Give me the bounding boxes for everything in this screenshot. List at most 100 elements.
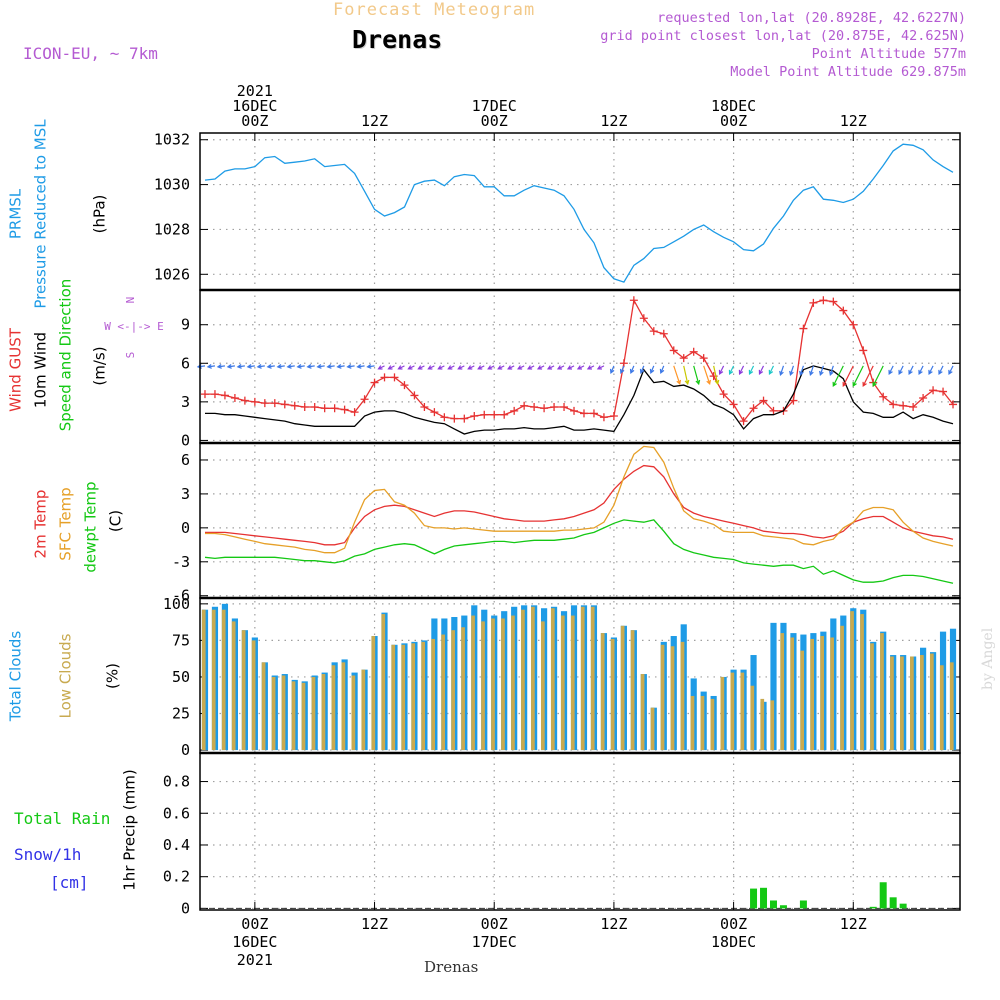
temp-sfc-label: SFC Temp — [57, 487, 75, 560]
gust-marker — [370, 378, 379, 387]
rain-bar — [760, 887, 768, 909]
low-cloud-bar — [521, 609, 525, 751]
low-cloud-bar — [560, 615, 565, 751]
top-axis-label: 00Z — [241, 112, 268, 130]
low-cloud-bar — [910, 656, 914, 751]
low-cloud-bar — [640, 674, 645, 751]
total-cloud-bar — [770, 622, 777, 751]
wind-direction-arrow — [649, 365, 655, 375]
wind-unit-label: (m/s) — [91, 346, 109, 385]
gust-marker — [679, 354, 688, 363]
low-cloud-bar — [900, 656, 904, 751]
wind-direction-arrow — [609, 365, 615, 375]
gust-marker — [699, 354, 708, 363]
gust-marker — [270, 399, 279, 408]
low-cloud-bar — [271, 676, 276, 751]
low-cloud-bar — [341, 662, 346, 751]
wind-direction-arrow — [546, 365, 555, 370]
bottom-axis-label: 12Z — [361, 915, 388, 933]
rain-bar — [869, 906, 877, 909]
y-tick-label: 9 — [181, 316, 190, 334]
wind-direction-arrow — [852, 365, 864, 387]
series-line-sfc-temp — [205, 445, 954, 554]
gust-marker — [879, 392, 888, 401]
wind-direction-arrow — [703, 365, 711, 386]
wind-direction-arrow — [586, 365, 595, 370]
wind-direction-arrow — [556, 365, 565, 370]
bottom-axis-label: 18DEC — [711, 933, 756, 951]
gust-marker — [460, 414, 469, 423]
wind-direction-arrow — [346, 363, 355, 369]
low-cloud-bar — [610, 638, 615, 751]
top-axis-label: 18DEC — [711, 97, 756, 115]
top-axis-label: 16DEC — [232, 97, 277, 115]
low-cloud-bar — [740, 672, 745, 751]
wind-direction-arrow — [296, 363, 305, 369]
pressure-label-prmsl: PRMSL — [7, 188, 25, 239]
rain-bar — [750, 888, 758, 909]
pressure-label-unit: (hPa) — [91, 195, 109, 234]
wind-direction-arrow — [779, 365, 785, 377]
gust-marker — [599, 413, 608, 422]
wind-direction-arrow — [842, 365, 854, 387]
wind-direction-arrow — [738, 365, 745, 375]
gust-marker — [579, 409, 588, 418]
low-cloud-bar — [880, 633, 884, 751]
wind-direction-arrow — [477, 365, 485, 370]
gust-marker — [360, 395, 369, 404]
gust-marker — [290, 401, 299, 410]
gust-marker — [530, 403, 539, 411]
wind-direction-arrow — [693, 365, 701, 386]
total-rain-label: Total Rain — [14, 809, 110, 828]
low-cloud-bar — [241, 630, 246, 751]
wind-direction-arrow — [487, 365, 495, 370]
bottom-axis-label: 12Z — [840, 915, 867, 933]
low-cloud-bar — [351, 675, 356, 751]
wind-direction-arrow — [683, 365, 690, 386]
wind-direction-arrow — [832, 365, 844, 387]
temp-dewpt-label: dewpt Temp — [82, 481, 100, 572]
low-cloud-bar — [471, 615, 475, 751]
low-cloud-bar — [421, 641, 426, 751]
wind-direction-arrow — [507, 365, 515, 370]
gust-marker — [410, 391, 419, 400]
y-tick-label: 0 — [181, 519, 190, 537]
top-axis-label: 00Z — [481, 112, 508, 130]
gust-marker — [639, 314, 648, 323]
gust-marker — [220, 391, 229, 400]
wind-direction-arrow — [196, 363, 206, 369]
y-tick-label: 3 — [181, 485, 190, 503]
low-cloud-bar — [291, 681, 296, 751]
model-name: ICON-EU, ~ 7km — [23, 44, 158, 63]
low-cloud-bar — [461, 627, 465, 751]
wind-direction-arrow — [457, 365, 465, 370]
wind-direction-arrow — [748, 365, 755, 375]
rain-bar — [899, 903, 907, 909]
gust-marker — [520, 401, 529, 410]
wind-direction-arrow — [306, 363, 315, 369]
wind-direction-arrow — [276, 363, 285, 369]
gust-marker — [470, 412, 479, 420]
wind-direction-arrow — [417, 365, 425, 370]
low-cloud-bar — [570, 615, 575, 751]
low-cloud-bar — [361, 669, 366, 751]
total-clouds-label: Total Clouds — [7, 631, 25, 723]
low-cloud-bar — [770, 700, 775, 751]
pressure-label-reduced: Pressure Reduced to MSL — [32, 119, 50, 309]
gust-marker — [240, 396, 249, 405]
y-tick-label: 0 — [181, 899, 190, 917]
bottom-axis-label: 12Z — [600, 915, 627, 933]
wind-direction-arrow — [206, 363, 216, 369]
wind-direction-arrow — [819, 365, 824, 377]
low-cloud-bar — [870, 643, 874, 751]
wind-direction-arrow — [829, 365, 834, 377]
series-line-2m-temp — [205, 464, 954, 546]
wind-direction-arrow — [326, 363, 335, 369]
low-cloud-bar — [929, 653, 934, 751]
gust-marker — [719, 390, 728, 399]
gust-marker — [729, 400, 738, 409]
wind-direction-arrow — [226, 363, 235, 369]
gust-marker — [510, 406, 519, 415]
wind-direction-arrow — [809, 365, 814, 377]
footer-location: Drenas — [424, 958, 479, 976]
